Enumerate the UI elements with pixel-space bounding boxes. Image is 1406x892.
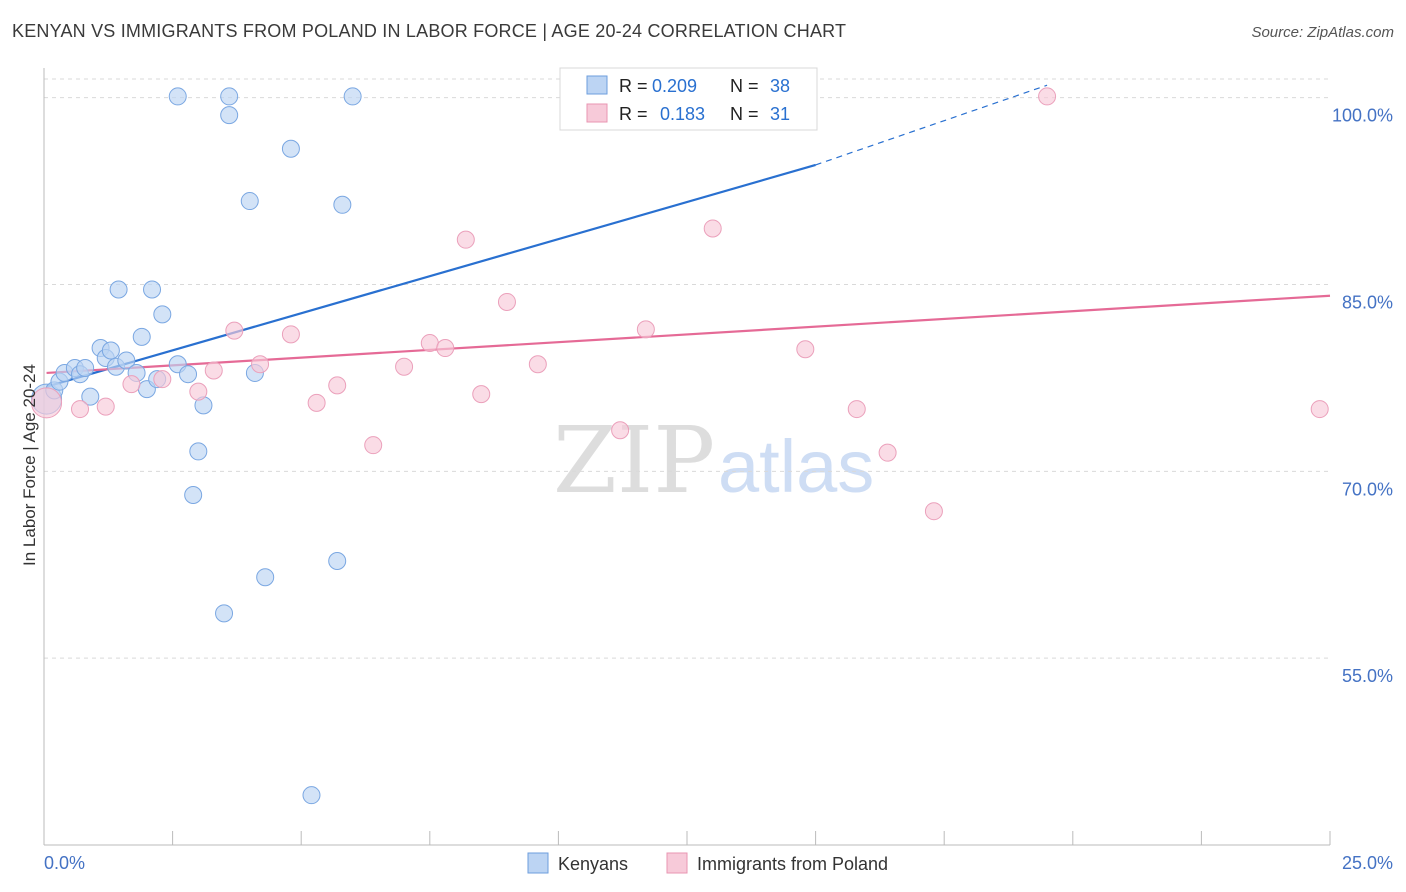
poland-point	[847, 400, 866, 419]
kenyans-point	[256, 568, 275, 587]
stats-legend-swatch-poland	[586, 103, 608, 123]
watermark-atlas: atlas	[718, 425, 874, 508]
poland-point	[225, 321, 244, 340]
poland-point	[528, 355, 547, 374]
kenyans-trend-line	[46, 163, 816, 388]
kenyans-point	[343, 87, 362, 106]
poland-point	[31, 387, 63, 419]
kenyans-point	[81, 387, 100, 406]
kenyans-point	[281, 139, 300, 158]
kenyans-point	[333, 195, 352, 214]
poland-point	[611, 421, 630, 440]
poland-point	[204, 361, 223, 380]
x-tick-label-min: 0.0%	[44, 853, 85, 873]
kenyans-point	[168, 87, 187, 106]
poland-point	[436, 339, 455, 358]
stats-n-value-poland: 31	[770, 104, 790, 124]
kenyans-point	[143, 280, 162, 299]
kenyans-point	[109, 280, 128, 299]
stats-r-value-poland: 0.183	[660, 104, 705, 124]
poland-point	[456, 230, 475, 249]
poland-point	[328, 376, 347, 395]
poland-point	[796, 340, 815, 359]
stats-legend-swatch-kenyans	[586, 75, 608, 95]
poland-point	[251, 355, 270, 374]
kenyans-point	[179, 365, 198, 384]
stats-n-value-kenyans: 38	[770, 76, 790, 96]
kenyans-point	[220, 106, 239, 125]
kenyans-point	[240, 192, 259, 211]
source-credit: Source: ZipAtlas.com	[1251, 24, 1394, 41]
poland-point	[924, 502, 943, 521]
bottom-legend: Kenyans Immigrants from Poland	[527, 852, 888, 874]
y-tick-label: 55.0%	[1342, 666, 1393, 686]
y-tick-label: 85.0%	[1342, 293, 1393, 313]
axis-layer	[43, 68, 1331, 846]
kenyans-point	[153, 305, 172, 324]
kenyans-point	[328, 552, 347, 571]
poland-point	[395, 357, 414, 376]
poland-point	[1310, 400, 1329, 419]
legend-label-kenyans: Kenyans	[558, 854, 628, 874]
poland-point	[307, 393, 326, 412]
kenyans-point	[76, 358, 95, 377]
chart-title: KENYAN VS IMMIGRANTS FROM POLAND IN LABO…	[12, 21, 847, 41]
poland-point	[122, 375, 141, 394]
poland-point	[497, 292, 516, 311]
stats-n-label-kenyans: N =	[730, 76, 759, 96]
y-tick-label: 70.0%	[1342, 479, 1393, 499]
watermark-zip: ZIP	[553, 407, 715, 514]
stats-r-label-poland: R =	[619, 104, 648, 124]
grid-layer	[44, 78, 1330, 659]
tick-label-layer: 100.0% 85.0% 70.0% 55.0% 0.0% 25.0%	[44, 106, 1393, 873]
stats-legend: R = 0.209 N = 38 R = 0.183 N = 31	[559, 67, 818, 131]
poland-point	[703, 219, 722, 238]
kenyans-point	[132, 327, 151, 346]
poland-point	[636, 320, 655, 339]
kenyans-point	[215, 604, 234, 623]
legend-swatch-kenyans	[527, 852, 549, 874]
kenyans-trend-extension	[815, 84, 1048, 166]
stats-r-label-kenyans: R =	[619, 76, 648, 96]
kenyans-point	[302, 786, 321, 805]
poland-point	[189, 382, 208, 401]
poland-point	[96, 397, 115, 416]
kenyans-point	[220, 87, 239, 106]
legend-label-poland: Immigrants from Poland	[697, 854, 888, 874]
kenyans-point	[189, 442, 208, 461]
poland-point	[420, 334, 439, 353]
poland-point	[153, 370, 172, 389]
kenyans-point	[117, 351, 136, 370]
stats-n-label-poland: N =	[730, 104, 759, 124]
kenyans-point	[184, 486, 203, 505]
poland-point	[878, 443, 897, 462]
y-axis-label: In Labor Force | Age 20-24	[20, 364, 39, 566]
y-tick-label: 100.0%	[1332, 106, 1393, 126]
poland-point	[364, 436, 383, 455]
poland-point	[1038, 87, 1057, 106]
poland-point	[281, 325, 300, 344]
kenyans-point	[101, 341, 120, 360]
poland-point	[71, 400, 90, 419]
legend-swatch-poland	[666, 852, 688, 874]
stats-r-value-kenyans: 0.209	[652, 76, 697, 96]
x-tick-label-max: 25.0%	[1342, 853, 1393, 873]
poland-point	[472, 385, 491, 404]
